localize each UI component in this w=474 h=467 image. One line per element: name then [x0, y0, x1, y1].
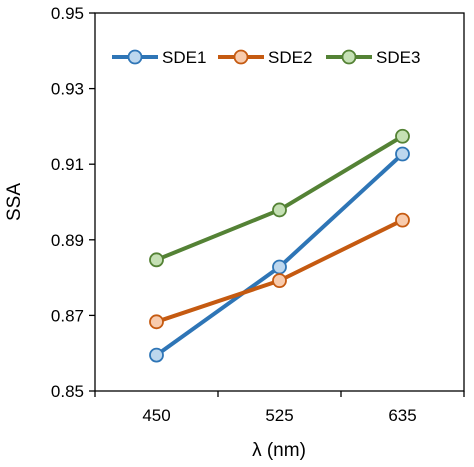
y-tick-label: 0.87 — [51, 306, 84, 325]
legend-swatch-marker — [127, 49, 143, 65]
data-point — [395, 212, 410, 228]
x-tick-label: 450 — [142, 406, 170, 425]
series-sde3 — [149, 128, 410, 268]
x-axis: 450 525 635 — [94, 391, 465, 425]
y-tick-label: 0.85 — [51, 382, 84, 401]
data-point — [395, 128, 410, 144]
legend-label: SDE1 — [162, 48, 206, 67]
data-point — [149, 314, 164, 330]
series-sde2 — [149, 212, 410, 330]
legend-swatch-marker — [341, 49, 357, 65]
legend-label: SDE2 — [268, 48, 312, 67]
data-point — [149, 252, 164, 268]
series-line — [155, 134, 404, 262]
legend-label: SDE3 — [376, 48, 420, 67]
data-point — [395, 146, 410, 162]
legend-item-sde3: SDE3 — [326, 48, 420, 67]
x-tick-label: 525 — [265, 406, 293, 425]
series-line — [155, 152, 404, 357]
x-tick-label: 635 — [388, 406, 416, 425]
y-tick-label: 0.91 — [51, 155, 84, 174]
y-axis-title: SSA — [4, 183, 25, 221]
x-axis-title: λ (nm) — [252, 440, 306, 461]
y-tick-label: 0.93 — [51, 80, 84, 99]
y-tick-label: 0.89 — [51, 231, 84, 250]
data-point — [149, 347, 164, 363]
legend-item-sde1: SDE1 — [112, 48, 206, 67]
y-axis: 0.85 0.87 0.89 0.91 0.93 0.95 — [51, 4, 95, 401]
y-tick-label: 0.95 — [51, 4, 84, 23]
plot-frame — [94, 12, 465, 392]
legend-swatch-marker — [233, 49, 249, 65]
data-point — [272, 259, 287, 275]
data-point — [272, 202, 287, 218]
data-point — [272, 273, 287, 289]
series-layer — [149, 128, 410, 363]
series-sde1 — [149, 146, 410, 363]
legend-item-sde2: SDE2 — [218, 48, 312, 67]
legend: SDE1 SDE2 SDE3 — [112, 48, 420, 67]
